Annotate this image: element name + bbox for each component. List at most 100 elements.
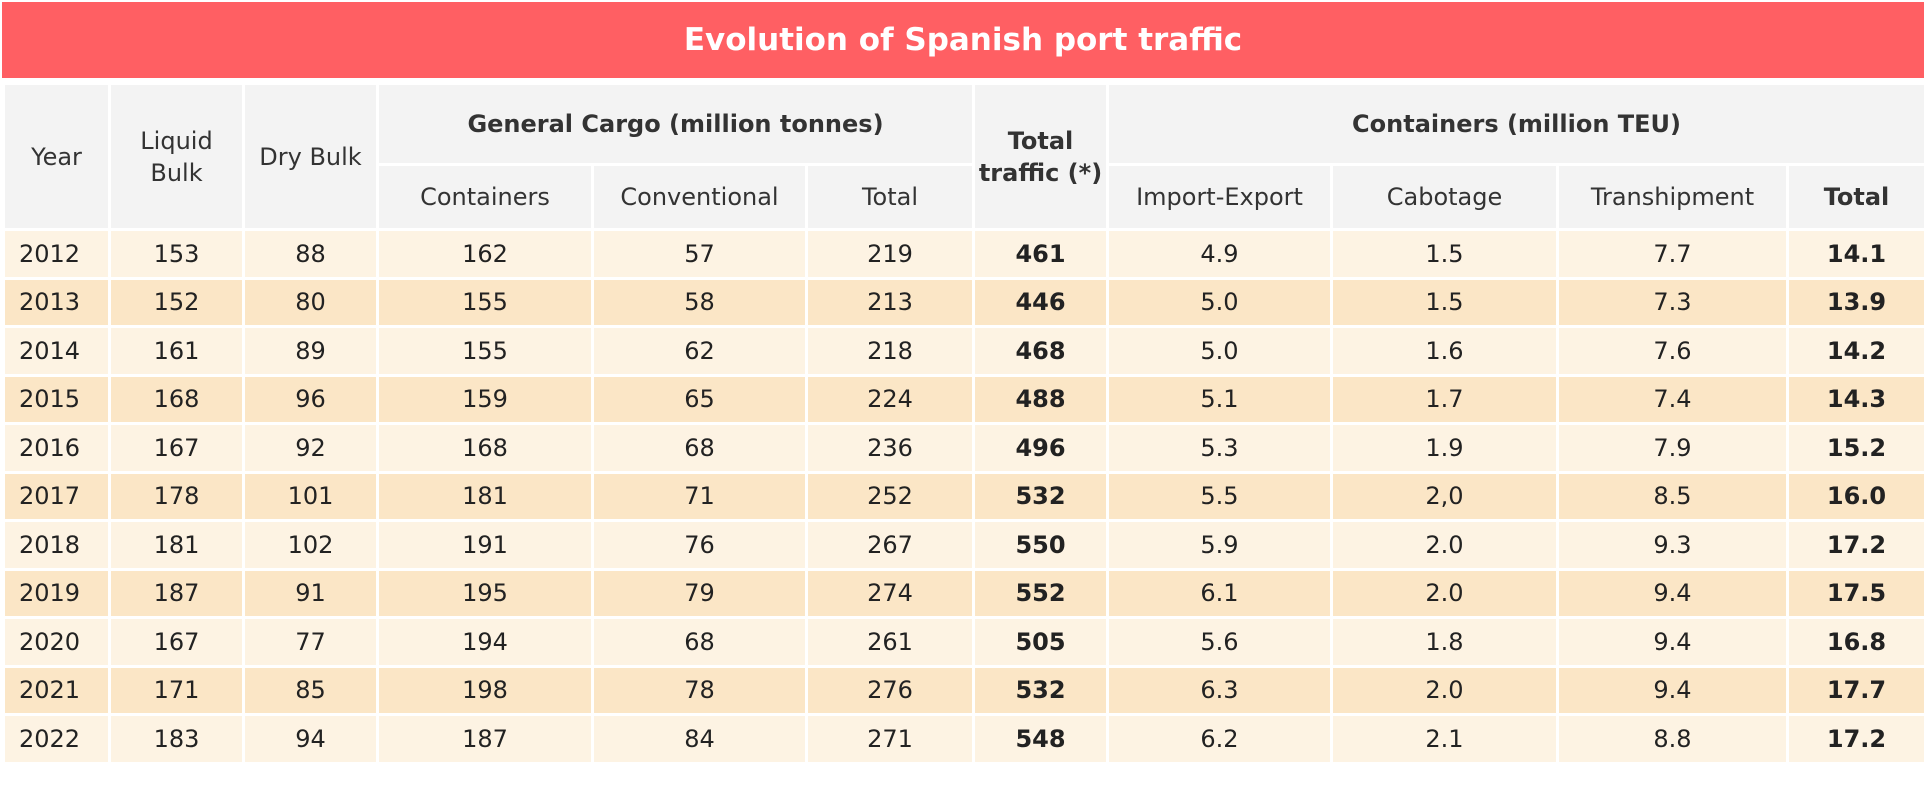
cell-teu-total: 17.2 <box>1785 519 1926 571</box>
cell-liquid-bulk: 152 <box>108 276 245 328</box>
cell-gc-conventional: 68 <box>591 616 808 668</box>
cell-cabotage: 1.5 <box>1330 276 1559 328</box>
cell-gc-total: 267 <box>805 519 975 571</box>
cell-teu-total: 14.2 <box>1785 325 1926 377</box>
cell-gc-containers: 159 <box>376 373 594 425</box>
header-year: Year <box>2 82 111 231</box>
cell-year: 2018 <box>2 519 111 571</box>
header-general-cargo: General Cargo (million tonnes) <box>376 82 975 166</box>
cell-import-export: 5.0 <box>1106 325 1333 377</box>
cell-liquid-bulk: 168 <box>108 373 245 425</box>
cell-cabotage: 1.7 <box>1330 373 1559 425</box>
cell-teu-total: 14.1 <box>1785 228 1926 280</box>
cell-cabotage: 2.0 <box>1330 567 1559 619</box>
table-row: 2014 161 89 155 62 218 468 5.0 1.6 7.6 14.2 <box>2 325 1926 377</box>
cell-gc-conventional: 58 <box>591 276 808 328</box>
cell-year: 2017 <box>2 470 111 522</box>
cell-transhipment: 9.4 <box>1556 664 1789 716</box>
cell-teu-total: 16.0 <box>1785 470 1926 522</box>
cell-total-traffic: 488 <box>972 373 1109 425</box>
cell-import-export: 5.9 <box>1106 519 1333 571</box>
cell-teu-total: 16.8 <box>1785 616 1926 668</box>
cell-dry-bulk: 96 <box>242 373 379 425</box>
cell-cabotage: 1.5 <box>1330 228 1559 280</box>
cell-import-export: 5.1 <box>1106 373 1333 425</box>
cell-gc-conventional: 62 <box>591 325 808 377</box>
cell-year: 2020 <box>2 616 111 668</box>
cell-gc-total: 274 <box>805 567 975 619</box>
cell-transhipment: 8.8 <box>1556 713 1789 765</box>
table-row: 2022 183 94 187 84 271 548 6.2 2.1 8.8 17.2 <box>2 713 1926 765</box>
cell-gc-total: 252 <box>805 470 975 522</box>
cell-year: 2022 <box>2 713 111 765</box>
cell-gc-containers: 162 <box>376 228 594 280</box>
cell-liquid-bulk: 161 <box>108 325 245 377</box>
cell-total-traffic: 532 <box>972 664 1109 716</box>
cell-gc-containers: 155 <box>376 325 594 377</box>
cell-cabotage: 2.0 <box>1330 664 1559 716</box>
header-cabotage: Cabotage <box>1330 163 1559 231</box>
cell-teu-total: 17.5 <box>1785 567 1926 619</box>
table-row: 2020 167 77 194 68 261 505 5.6 1.8 9.4 16.8 <box>2 616 1926 668</box>
cell-import-export: 6.1 <box>1106 567 1333 619</box>
cell-dry-bulk: 80 <box>242 276 379 328</box>
cell-transhipment: 7.4 <box>1556 373 1789 425</box>
header-teu-total: Total <box>1785 163 1926 231</box>
cell-liquid-bulk: 181 <box>108 519 245 571</box>
cell-gc-total: 261 <box>805 616 975 668</box>
cell-total-traffic: 548 <box>972 713 1109 765</box>
cell-liquid-bulk: 153 <box>108 228 245 280</box>
cell-cabotage: 1.9 <box>1330 422 1559 474</box>
cell-gc-conventional: 71 <box>591 470 808 522</box>
header-liquid-bulk: Liquid Bulk <box>108 82 245 231</box>
cell-cabotage: 1.6 <box>1330 325 1559 377</box>
cell-transhipment: 9.4 <box>1556 567 1789 619</box>
cell-gc-total: 271 <box>805 713 975 765</box>
cell-year: 2021 <box>2 664 111 716</box>
cell-gc-conventional: 57 <box>591 228 808 280</box>
cell-cabotage: 1.8 <box>1330 616 1559 668</box>
table-row: 2015 168 96 159 65 224 488 5.1 1.7 7.4 14.3 <box>2 373 1926 425</box>
cell-total-traffic: 552 <box>972 567 1109 619</box>
cell-year: 2012 <box>2 228 111 280</box>
cell-import-export: 6.3 <box>1106 664 1333 716</box>
table-row: 2019 187 91 195 79 274 552 6.1 2.0 9.4 17.5 <box>2 567 1926 619</box>
cell-dry-bulk: 94 <box>242 713 379 765</box>
cell-gc-containers: 155 <box>376 276 594 328</box>
cell-gc-total: 224 <box>805 373 975 425</box>
cell-total-traffic: 532 <box>972 470 1109 522</box>
table-row: 2013 152 80 155 58 213 446 5.0 1.5 7.3 13.9 <box>2 276 1926 328</box>
header-gc-total: Total <box>805 163 975 231</box>
header-containers-teu: Containers (million TEU) <box>1105 82 1926 166</box>
cell-total-traffic: 496 <box>972 422 1109 474</box>
cell-gc-conventional: 68 <box>591 422 808 474</box>
cell-liquid-bulk: 167 <box>108 616 245 668</box>
cell-transhipment: 8.5 <box>1556 470 1789 522</box>
cell-transhipment: 9.4 <box>1556 616 1789 668</box>
cell-cabotage: 2.1 <box>1330 713 1559 765</box>
cell-gc-total: 213 <box>805 276 975 328</box>
cell-cabotage: 2,0 <box>1330 470 1559 522</box>
cell-teu-total: 17.2 <box>1785 713 1926 765</box>
header-gc-containers: Containers <box>376 163 594 231</box>
cell-gc-total: 218 <box>805 325 975 377</box>
cell-gc-containers: 168 <box>376 422 594 474</box>
cell-import-export: 5.5 <box>1106 470 1333 522</box>
cell-import-export: 5.0 <box>1106 276 1333 328</box>
cell-teu-total: 17.7 <box>1785 664 1926 716</box>
cell-gc-containers: 187 <box>376 713 594 765</box>
cell-gc-containers: 191 <box>376 519 594 571</box>
cell-gc-total: 219 <box>805 228 975 280</box>
table-row: 2017 178 101 181 71 252 532 5.5 2,0 8.5 16.0 <box>2 470 1926 522</box>
cell-liquid-bulk: 187 <box>108 567 245 619</box>
cell-total-traffic: 446 <box>972 276 1109 328</box>
cell-total-traffic: 468 <box>972 325 1109 377</box>
header-transhipment: Transhipment <box>1556 163 1789 231</box>
cell-gc-containers: 198 <box>376 664 594 716</box>
table-row: 2021 171 85 198 78 276 532 6.3 2.0 9.4 17.7 <box>2 664 1926 716</box>
table-row: 2012 153 88 162 57 219 461 4.9 1.5 7.7 14.1 <box>2 228 1926 280</box>
cell-teu-total: 13.9 <box>1785 276 1926 328</box>
table-body: 2012 153 88 162 57 219 461 4.9 1.5 7.7 14.1 2013 152… <box>2 228 1926 765</box>
cell-total-traffic: 505 <box>972 616 1109 668</box>
header-total-traffic: Total traffic (*) <box>972 82 1109 231</box>
